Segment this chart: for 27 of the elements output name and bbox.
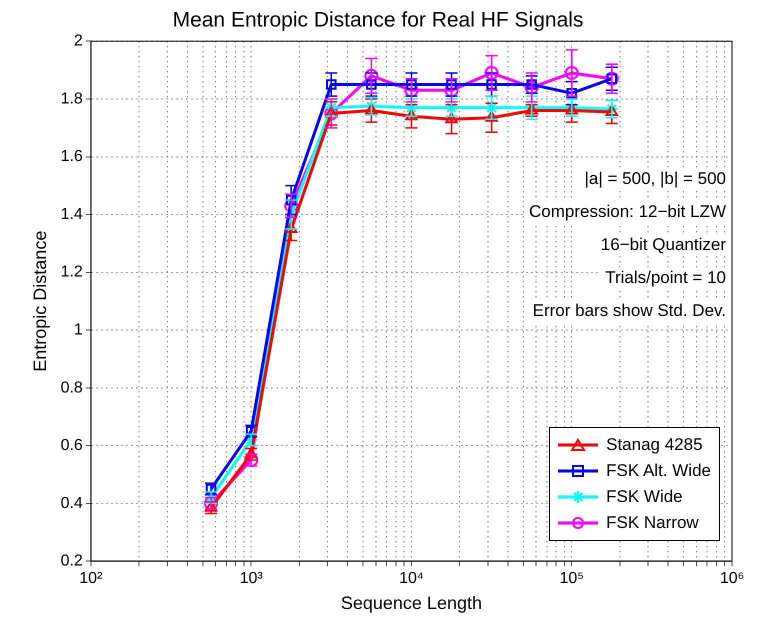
y-tick-label: 1.2: [60, 264, 83, 281]
y-tick-label: 0.8: [60, 379, 83, 396]
x-tick-label: 10⁴: [399, 570, 424, 588]
legend-label: FSK Wide: [606, 487, 683, 507]
annotation: Error bars show Std. Dev.: [532, 300, 726, 320]
y-tick-label: 1: [74, 321, 83, 338]
x-tick-label: 10⁶: [720, 570, 744, 588]
y-tick-label: 0.4: [60, 494, 83, 512]
y-tick-label: 1.4: [60, 206, 83, 223]
chart-title: Mean Entropic Distance for Real HF Signals: [172, 8, 584, 32]
x-tick-label: 10³: [240, 570, 264, 588]
annotation: 16−bit Quantizer: [600, 234, 726, 254]
y-axis-title: Entropic Distance: [30, 230, 50, 372]
y-tick-label: 1.6: [60, 148, 83, 166]
x-tick-label: 10²: [79, 570, 104, 588]
y-tick-label: 0.6: [60, 437, 83, 454]
legend-label: FSK Narrow: [606, 513, 699, 533]
annotation: Trials/point = 10: [605, 268, 726, 287]
legend-label: FSK Alt. Wide: [606, 461, 711, 481]
x-axis-title: Sequence Length: [340, 593, 482, 614]
annotation: |a| = 500, |b| = 500: [584, 168, 726, 188]
y-tick-label: 1.8: [60, 90, 83, 108]
annotation: Compression: 12−bit LZW: [529, 202, 726, 221]
y-tick-label: 2: [74, 32, 83, 50]
y-tick-label: 0.2: [60, 552, 83, 570]
x-tick-label: 10⁵: [559, 570, 584, 588]
legend-label: Stanag 4285: [606, 435, 703, 455]
